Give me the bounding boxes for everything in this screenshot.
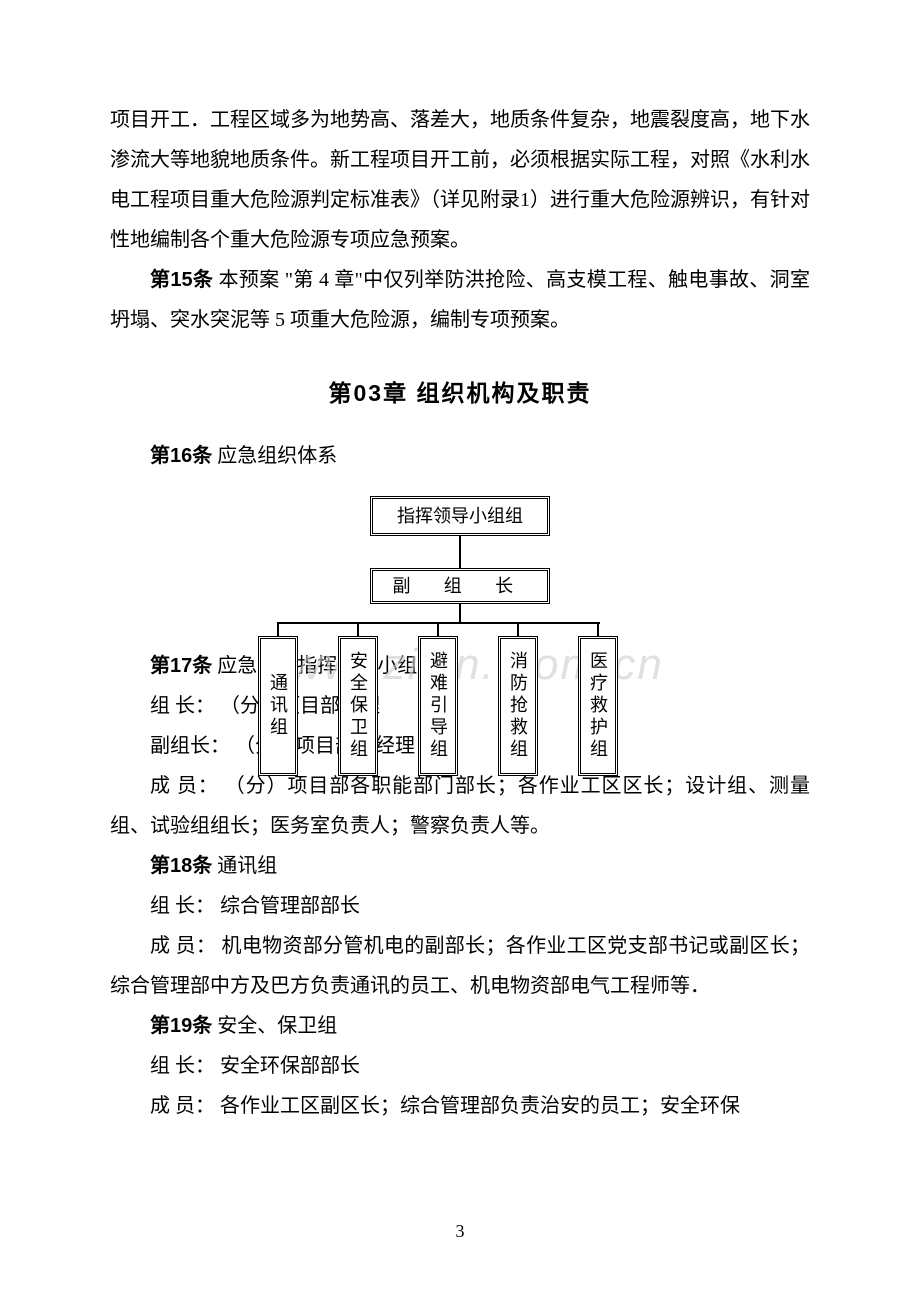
page-number: 3 — [456, 1221, 465, 1242]
chart-box: 消防抢救组 — [498, 636, 538, 776]
chart-box: 指挥领导小组组 — [370, 496, 550, 536]
item-18-member-label: 成 员： — [150, 935, 216, 957]
item-16: 第16条 应急组织体系 — [110, 436, 810, 476]
org-chart: 指挥领导小组组副 组 长通讯组安全保卫组避难引导组消防抢救组医疗救护组 — [210, 496, 710, 776]
item-15-text: 本预案 "第 4 章"中仅列举防洪抢险、高支模工程、触电事故、洞室坍塌、突水突泥… — [110, 269, 810, 331]
item-18-leader-text: 综合管理部部长 — [220, 895, 360, 917]
item-15: 第15条 本预案 "第 4 章"中仅列举防洪抢险、高支模工程、触电事故、洞室坍塌… — [110, 260, 810, 340]
item-17-label: 第17条 — [150, 655, 212, 677]
item-19-leader-label: 组 长： — [150, 1055, 215, 1077]
item-18-label: 第18条 — [150, 855, 212, 877]
item-16-text: 应急组织体系 — [217, 445, 337, 467]
item-15-label: 第15条 — [150, 269, 213, 291]
paragraph-intro: 项目开工．工程区域多为地势高、落差大，地质条件复杂，地震裂度高，地下水渗流大等地… — [110, 100, 810, 260]
item-18-leader: 组 长： 综合管理部部长 — [110, 886, 810, 926]
item-19-leader: 组 长： 安全环保部部长 — [110, 1046, 810, 1086]
document-content: 项目开工．工程区域多为地势高、落差大，地质条件复杂，地震裂度高，地下水渗流大等地… — [110, 100, 810, 1126]
item-18-member: 成 员： 机电物资部分管机电的副部长；各作业工区党支部书记或副区长；综合管理部中… — [110, 926, 810, 1006]
chart-box: 医疗救护组 — [578, 636, 618, 776]
chart-box: 副 组 长 — [370, 568, 550, 604]
item-19-text: 安全、保卫组 — [217, 1015, 337, 1037]
chart-box: 通讯组 — [258, 636, 298, 776]
item-19-member: 成 员： 各作业工区副区长；综合管理部负责治安的员工；安全环保 — [110, 1086, 810, 1126]
item-17-member-label: 成 员： — [150, 775, 219, 797]
chart-box: 安全保卫组 — [338, 636, 378, 776]
item-19-label: 第19条 — [150, 1015, 212, 1037]
item-17-member: 成 员： （分）项目部各职能部门部长；各作业工区区长；设计组、测量组、试验组组长… — [110, 766, 810, 846]
item-16-label: 第16条 — [150, 445, 212, 467]
item-19-leader-text: 安全环保部部长 — [220, 1055, 360, 1077]
chart-box: 避难引导组 — [418, 636, 458, 776]
item-19-member-label: 成 员： — [150, 1095, 215, 1117]
item-18-leader-label: 组 长： — [150, 895, 215, 917]
item-18: 第18条 通讯组 — [110, 846, 810, 886]
item-17-leader-label: 组 长： — [150, 695, 215, 717]
item-19-member-text: 各作业工区副区长；综合管理部负责治安的员工；安全环保 — [220, 1095, 740, 1117]
item-18-text: 通讯组 — [217, 855, 277, 877]
item-19: 第19条 安全、保卫组 — [110, 1006, 810, 1046]
chapter-title: 第03章 组织机构及职责 — [110, 370, 810, 416]
